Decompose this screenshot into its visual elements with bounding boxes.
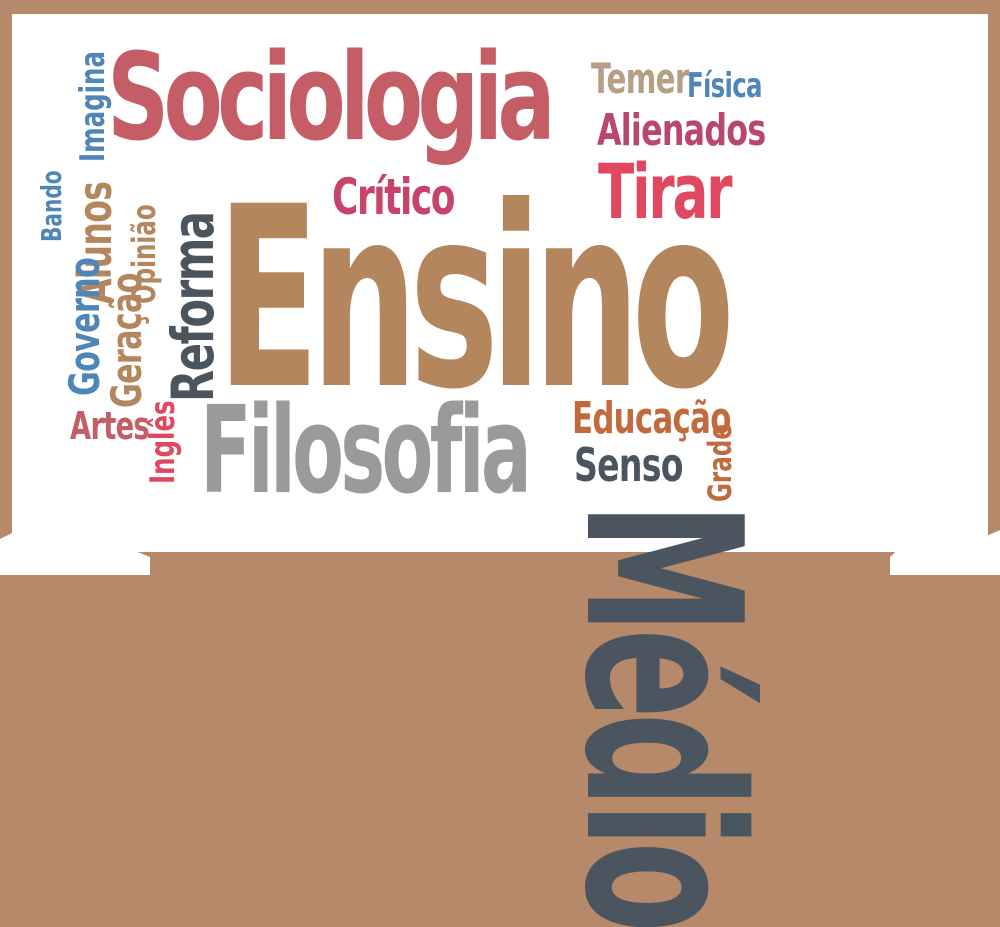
word-artes: Artes xyxy=(70,404,150,448)
word-alienados: Alienados xyxy=(597,105,766,156)
word-fisica: Física xyxy=(687,66,763,106)
word-ensino: Ensino xyxy=(217,153,735,444)
word-grade: Grade xyxy=(701,424,739,502)
word-governo: Governo xyxy=(60,257,109,396)
word-bando: Bando xyxy=(35,170,68,242)
word-medio: Médio xyxy=(537,502,788,927)
word-tirar: Tirar xyxy=(598,147,733,236)
word-geracao: Geração xyxy=(102,273,151,408)
word-sociologia: Sociologia xyxy=(107,29,556,168)
word-critico: Crítico xyxy=(332,168,455,226)
word-imagina: Imagina xyxy=(73,50,113,162)
word-cloud: Sociologia Ensino Médio Filosofia Reform… xyxy=(0,14,1000,927)
word-reforma: Reforma xyxy=(159,212,227,402)
word-ingles: Inglês xyxy=(143,400,183,484)
word-filosofia: Filosofia xyxy=(200,382,532,521)
cloud-panel: Sociologia Ensino Médio Filosofia Reform… xyxy=(12,14,988,927)
word-temer: Temer xyxy=(591,54,689,103)
word-educacao: Educação xyxy=(572,393,731,444)
word-senso: Senso xyxy=(574,438,683,492)
